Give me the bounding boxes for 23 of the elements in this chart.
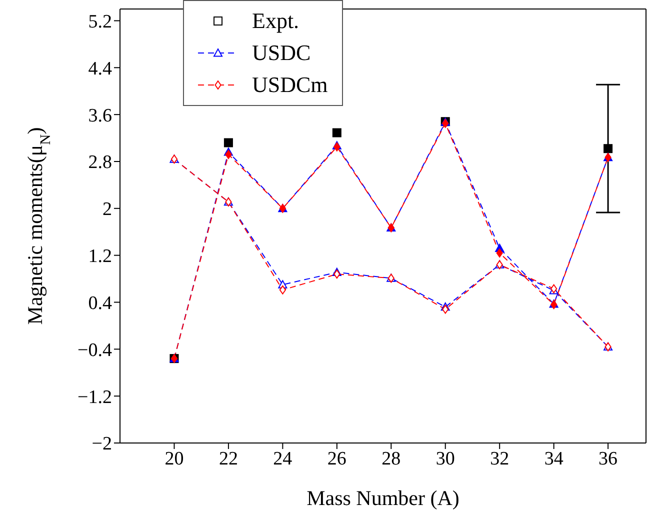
y-tick-label: −2 bbox=[92, 434, 112, 455]
x-tick-label: 30 bbox=[436, 448, 455, 470]
y-tick-label: 1.2 bbox=[88, 246, 112, 268]
x-tick-label: 20 bbox=[164, 448, 184, 470]
y-tick-label: 2.8 bbox=[88, 152, 112, 174]
y-tick-label: 5.2 bbox=[88, 11, 112, 32]
y-tick-label: −0.4 bbox=[78, 340, 112, 361]
x-axis-title: Mass Number (A) bbox=[306, 486, 460, 510]
x-tick-label: 36 bbox=[598, 448, 618, 470]
x-tick-label: 28 bbox=[382, 448, 401, 470]
legend-label: Expt. bbox=[252, 7, 300, 35]
y-tick-label: −1.2 bbox=[78, 386, 112, 408]
y-tick-label: 3.6 bbox=[88, 105, 112, 126]
x-tick-label: 24 bbox=[273, 448, 293, 470]
x-tick-label: 32 bbox=[490, 448, 510, 470]
legend-label: USDC bbox=[252, 39, 311, 67]
x-tick-label: 26 bbox=[327, 448, 346, 470]
legend-label: USDCm bbox=[252, 71, 328, 99]
x-tick-label: 22 bbox=[218, 448, 238, 470]
x-tick-label: 34 bbox=[544, 448, 564, 470]
y-tick-label: 0.4 bbox=[88, 292, 112, 314]
y-tick-label: 4.4 bbox=[88, 58, 112, 80]
y-tick-label: 2 bbox=[102, 199, 112, 220]
